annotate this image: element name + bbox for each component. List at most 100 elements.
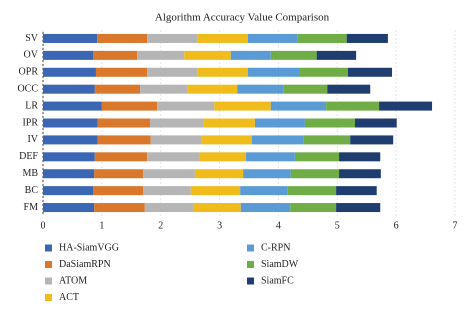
bar-segment bbox=[237, 84, 284, 94]
x-tick-label: 6 bbox=[394, 220, 399, 231]
bar-segment bbox=[43, 101, 102, 111]
bar-segment bbox=[240, 186, 288, 196]
legend-swatch bbox=[247, 277, 254, 285]
legend-label: HA-SiamVGG bbox=[59, 242, 119, 253]
x-tick-label: 2 bbox=[158, 220, 163, 231]
bar-segment bbox=[339, 152, 381, 162]
y-tick-label: FM bbox=[24, 202, 39, 213]
bar-segment bbox=[203, 118, 255, 128]
bar-segment bbox=[326, 101, 380, 111]
bar-segment bbox=[290, 169, 340, 179]
legend-swatch bbox=[45, 261, 52, 268]
legend-swatch bbox=[45, 294, 52, 301]
bar-segment bbox=[147, 152, 199, 162]
bar-segment bbox=[97, 135, 151, 145]
bar-segment bbox=[346, 33, 388, 43]
bar-segment bbox=[198, 152, 247, 162]
bar-segment bbox=[137, 50, 185, 60]
bar-segment bbox=[147, 67, 198, 77]
y-tick-label: IPR bbox=[22, 117, 38, 128]
bar-segment bbox=[270, 101, 327, 111]
bar-segment bbox=[184, 50, 231, 60]
bar-segment bbox=[144, 203, 194, 213]
legend-label: C-RPN bbox=[261, 242, 290, 253]
bar-segment bbox=[147, 33, 198, 43]
bar-segment bbox=[336, 186, 377, 196]
legend-label: DaSiamRPN bbox=[59, 259, 111, 270]
y-tick-label: LR bbox=[25, 100, 38, 111]
bar-segment bbox=[157, 101, 215, 111]
x-tick-label: 7 bbox=[453, 220, 458, 231]
bar-segment bbox=[94, 152, 148, 162]
bar-segment bbox=[43, 33, 98, 43]
bar-segment bbox=[283, 84, 328, 94]
bar-segment bbox=[143, 169, 195, 179]
bar-segment bbox=[240, 203, 291, 213]
y-tick-label: OV bbox=[24, 50, 39, 61]
bar-segment bbox=[201, 135, 252, 145]
bar-segment bbox=[327, 84, 371, 94]
legend-swatch bbox=[247, 261, 254, 268]
chart-title: Algorithm Accuracy Value Comparison bbox=[155, 12, 330, 24]
bar-segment bbox=[197, 33, 248, 43]
bar-segment bbox=[316, 50, 357, 60]
bar-segment bbox=[43, 67, 96, 77]
bar-segment bbox=[230, 50, 271, 60]
bar-segment bbox=[379, 101, 433, 111]
bar-segment bbox=[336, 203, 381, 213]
y-tick-label: BC bbox=[25, 185, 39, 196]
legend-label: ACT bbox=[59, 292, 79, 303]
bar-segment bbox=[93, 186, 144, 196]
bar-segment bbox=[254, 118, 305, 128]
bar-segment bbox=[43, 203, 95, 213]
bar-segment bbox=[101, 101, 158, 111]
bar-segment bbox=[43, 118, 98, 128]
y-tick-label: OPR bbox=[19, 67, 39, 78]
bar-segment bbox=[299, 67, 348, 77]
bar-segment bbox=[304, 118, 355, 128]
bar-segment bbox=[150, 135, 202, 145]
bar-segment bbox=[194, 169, 244, 179]
bar-segment bbox=[303, 135, 351, 145]
legend-swatch bbox=[45, 277, 52, 285]
bar-segment bbox=[95, 67, 148, 77]
bar-segment bbox=[287, 186, 337, 196]
bar-segment bbox=[94, 203, 145, 213]
bar-segment bbox=[94, 84, 141, 94]
bar-segment bbox=[290, 203, 337, 213]
legend-label: SiamDW bbox=[261, 259, 299, 270]
bar-segment bbox=[243, 169, 291, 179]
bar-segment bbox=[190, 186, 241, 196]
x-tick-label: 0 bbox=[41, 220, 46, 231]
bar-segment bbox=[246, 152, 295, 162]
bar-segment bbox=[43, 169, 95, 179]
bar-segment bbox=[143, 186, 191, 196]
bar-segment bbox=[43, 84, 95, 94]
bar-segment bbox=[150, 118, 204, 128]
bar-segment bbox=[247, 33, 298, 43]
bar-segment bbox=[94, 169, 144, 179]
bar-segment bbox=[97, 118, 151, 128]
legend-label: SiamFC bbox=[261, 275, 294, 286]
bar-segment bbox=[43, 135, 98, 145]
legend-swatch bbox=[247, 244, 254, 252]
bar-segment bbox=[339, 169, 381, 179]
bar-segment bbox=[297, 33, 347, 43]
bar-segment bbox=[140, 84, 188, 94]
bar-segment bbox=[43, 186, 94, 196]
bar-segment bbox=[251, 135, 304, 145]
bar-segment bbox=[347, 67, 393, 77]
bar-segment bbox=[43, 50, 94, 60]
legend-swatch bbox=[45, 244, 52, 252]
x-tick-label: 4 bbox=[276, 220, 281, 231]
bar-segment bbox=[247, 67, 300, 77]
bar-segment bbox=[270, 50, 317, 60]
x-tick-label: 5 bbox=[335, 220, 340, 231]
y-tick-label: DEF bbox=[19, 151, 38, 162]
bar-segment bbox=[97, 33, 148, 43]
bar-segment bbox=[187, 84, 238, 94]
legend-label: ATOM bbox=[59, 275, 87, 286]
bar-segment bbox=[354, 118, 397, 128]
y-tick-label: IV bbox=[27, 134, 38, 145]
